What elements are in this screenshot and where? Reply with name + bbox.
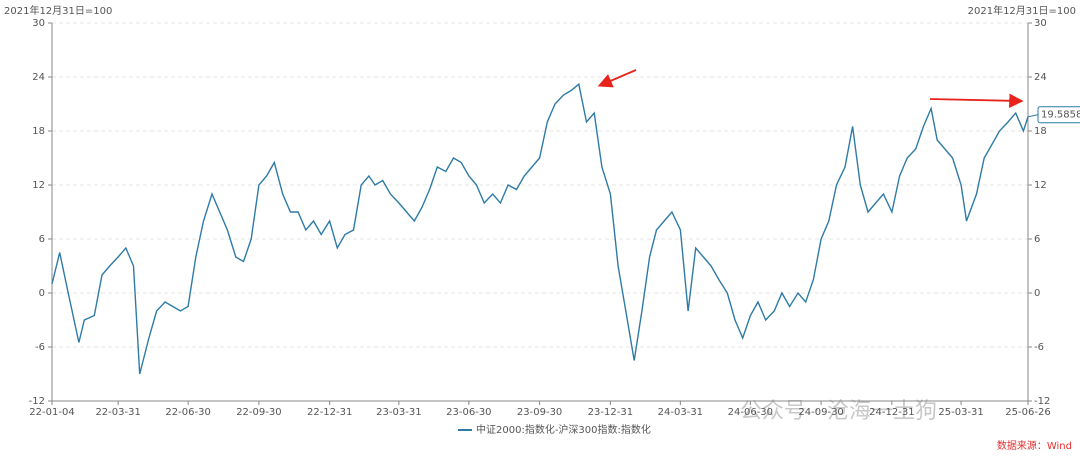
callout-leader	[1027, 114, 1039, 118]
x-tick-label: 23-06-30	[446, 407, 491, 418]
y2-tick-label: 18	[1034, 126, 1047, 137]
x-tick-label: 22-01-04	[29, 407, 74, 418]
arrow	[929, 93, 1024, 108]
y-tick-label: 0	[39, 288, 45, 299]
y2-tick-label: -6	[1034, 342, 1044, 353]
callout-label: 19.5858	[1041, 110, 1080, 121]
x-tick-label: 24-06-30	[728, 407, 773, 418]
y2-tick-label: 24	[1034, 72, 1047, 83]
x-tick-label: 23-12-31	[588, 407, 633, 418]
y2-tick-label: 6	[1034, 234, 1040, 245]
y-tick-label: 6	[39, 234, 45, 245]
x-tick-label: 22-12-31	[307, 407, 352, 418]
y-tick-label: 24	[32, 72, 45, 83]
watermark: 公众号 · 沧海一土狗	[740, 399, 937, 424]
series-line	[51, 82, 1029, 375]
y2-tick-label: -12	[1034, 396, 1050, 407]
x-tick-label: 25-06-26	[1005, 407, 1050, 418]
source: 数据来源：Wind	[997, 439, 1072, 452]
y2-tick-label: 12	[1034, 180, 1047, 191]
x-tick-label: 23-09-30	[517, 407, 562, 418]
legend-label: 中证2000:指数化-沪深300指数:指数化	[476, 423, 651, 436]
x-tick-label: 22-03-31	[95, 407, 140, 418]
x-tick-label: 22-09-30	[236, 407, 281, 418]
y-tick-label: -12	[29, 396, 45, 407]
x-tick-label: 24-09-30	[798, 407, 843, 418]
arrow	[597, 69, 637, 88]
y-tick-label: 12	[32, 180, 45, 191]
x-tick-label: 22-06-30	[165, 407, 210, 418]
callout-box	[1037, 106, 1080, 124]
y-tick-label: 18	[32, 126, 45, 137]
y2-tick-label: 30	[1034, 18, 1047, 29]
x-tick-label: 24-12-31	[869, 407, 914, 418]
x-tick-label: 24-03-31	[658, 407, 703, 418]
y-tick-label: -6	[35, 342, 45, 353]
y-tick-label: 30	[32, 18, 45, 29]
y2-tick-label: 0	[1034, 288, 1040, 299]
x-tick-label: 25-03-31	[938, 407, 983, 418]
y2-axis-label: 2021年12月31日=100	[968, 4, 1076, 17]
x-tick-label: 23-03-31	[376, 407, 421, 418]
y-axis-label: 2021年12月31日=100	[4, 4, 112, 17]
